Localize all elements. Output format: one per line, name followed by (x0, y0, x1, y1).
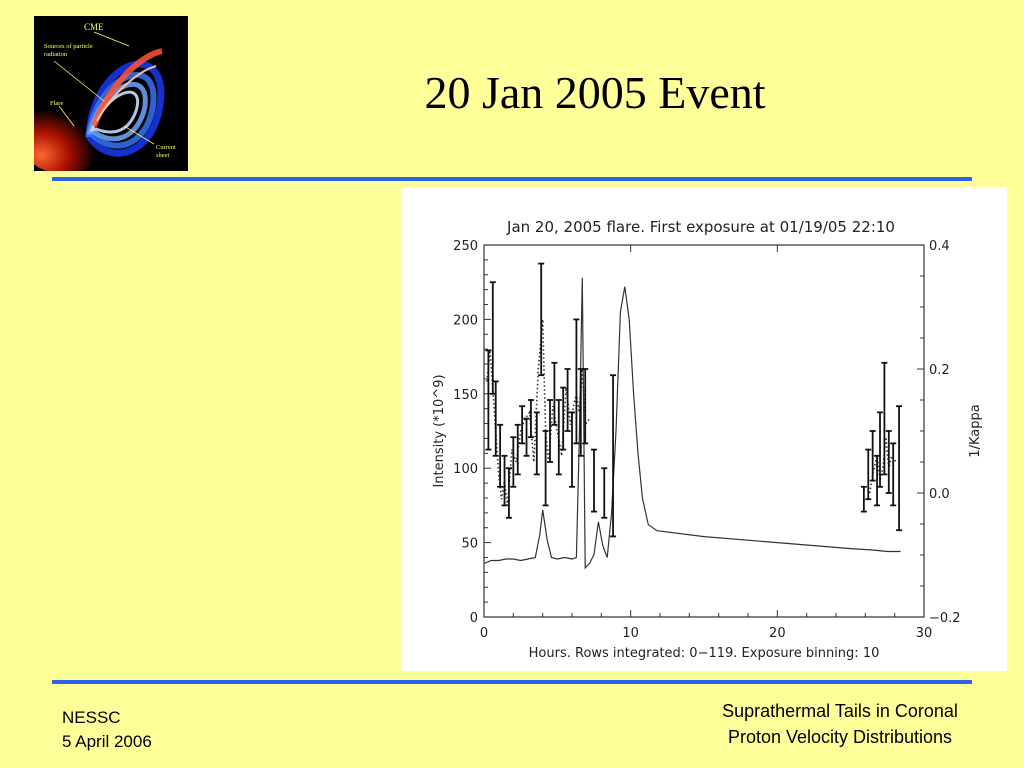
y2-axis-label: 1/Kappa (968, 404, 983, 457)
kappa-series-line (486, 319, 591, 506)
footer-talk-title-line2: Proton Velocity Distributions (727, 727, 953, 747)
error-bar (485, 349, 492, 451)
error-bar (874, 454, 881, 507)
current-sheet-label-2: sheet (156, 152, 170, 159)
flare-label: Flare (50, 100, 63, 107)
error-bar (489, 281, 496, 395)
y-tick-label: 200 (453, 313, 478, 328)
y-tick-label: 50 (461, 537, 478, 552)
error-bar (514, 423, 521, 476)
y-tick-label: 150 (453, 388, 478, 403)
error-bar (519, 405, 526, 445)
x-tick-label: 10 (622, 626, 639, 641)
x-tick-label: 20 (769, 626, 786, 641)
error-bar (501, 454, 508, 507)
error-bar (560, 386, 567, 451)
error-bar (551, 361, 558, 426)
error-bar (591, 448, 597, 513)
error-bar (505, 467, 512, 519)
sources-label-1: Sources of particle (44, 43, 93, 50)
y2-tick-label: 0.4 (929, 239, 950, 254)
error-bar (533, 411, 540, 476)
chart-panel: Jan 20, 2005 flare. First exposure at 01… (401, 187, 1007, 671)
error-bar (881, 361, 888, 476)
y2-tick-label: 0.0 (929, 487, 950, 502)
x-tick-label: 0 (480, 626, 488, 641)
y-tick-label: 100 (453, 462, 478, 477)
x-tick-label: 30 (916, 626, 933, 641)
error-bar (547, 399, 553, 463)
footer-org: NESSC (62, 708, 121, 727)
footer-talk-title-line1: Suprathermal Tails in Coronal (722, 701, 958, 721)
error-bar (564, 368, 571, 432)
error-bar (865, 448, 872, 501)
x-axis-label: Hours. Rows integrated: 0−119. Exposure … (529, 646, 880, 661)
error-bar (601, 467, 608, 519)
slide-title: 20 Jan 2005 Event (424, 67, 766, 118)
chart-svg: Jan 20, 2005 flare. First exposure at 01… (432, 218, 983, 661)
error-bar (869, 430, 876, 482)
y-tick-label: 250 (453, 239, 478, 254)
y2-tick-label: −0.2 (929, 611, 961, 626)
error-bar (497, 423, 504, 488)
error-bar (573, 318, 580, 445)
sources-label-2: radiation (44, 51, 68, 58)
error-bar (527, 399, 534, 439)
bottom-divider (52, 680, 972, 684)
error-bar (890, 442, 897, 507)
kappa-series-line (868, 437, 897, 494)
error-bar (860, 485, 867, 513)
error-bar (555, 399, 562, 476)
footer-date: 5 April 2006 (62, 732, 152, 751)
intensity-series-line (483, 277, 901, 570)
current-sheet-label-1: Current (156, 144, 176, 151)
error-bar (896, 405, 903, 532)
cme-illustration: CME Sources of particle radiation Flare … (34, 16, 188, 171)
footer-right: Suprathermal Tails in Coronal Proton Vel… (680, 698, 1000, 750)
top-divider (52, 177, 972, 181)
error-bar (885, 430, 892, 494)
error-bar (582, 368, 589, 445)
cme-label: CME (84, 22, 104, 32)
y-tick-label: 0 (470, 611, 478, 626)
error-bar (492, 380, 499, 457)
y-axis-label: Intensity (*10^9) (432, 374, 447, 487)
error-bar (538, 262, 545, 377)
chart-title: Jan 20, 2005 flare. First exposure at 01… (506, 218, 895, 236)
footer-left: NESSC 5 April 2006 (62, 706, 152, 754)
error-bar (610, 374, 617, 538)
y2-tick-label: 0.2 (929, 363, 950, 378)
error-bar (542, 430, 549, 507)
error-bar (569, 411, 575, 488)
error-bar (510, 436, 517, 488)
error-bar (877, 411, 883, 488)
error-bar (523, 417, 530, 457)
